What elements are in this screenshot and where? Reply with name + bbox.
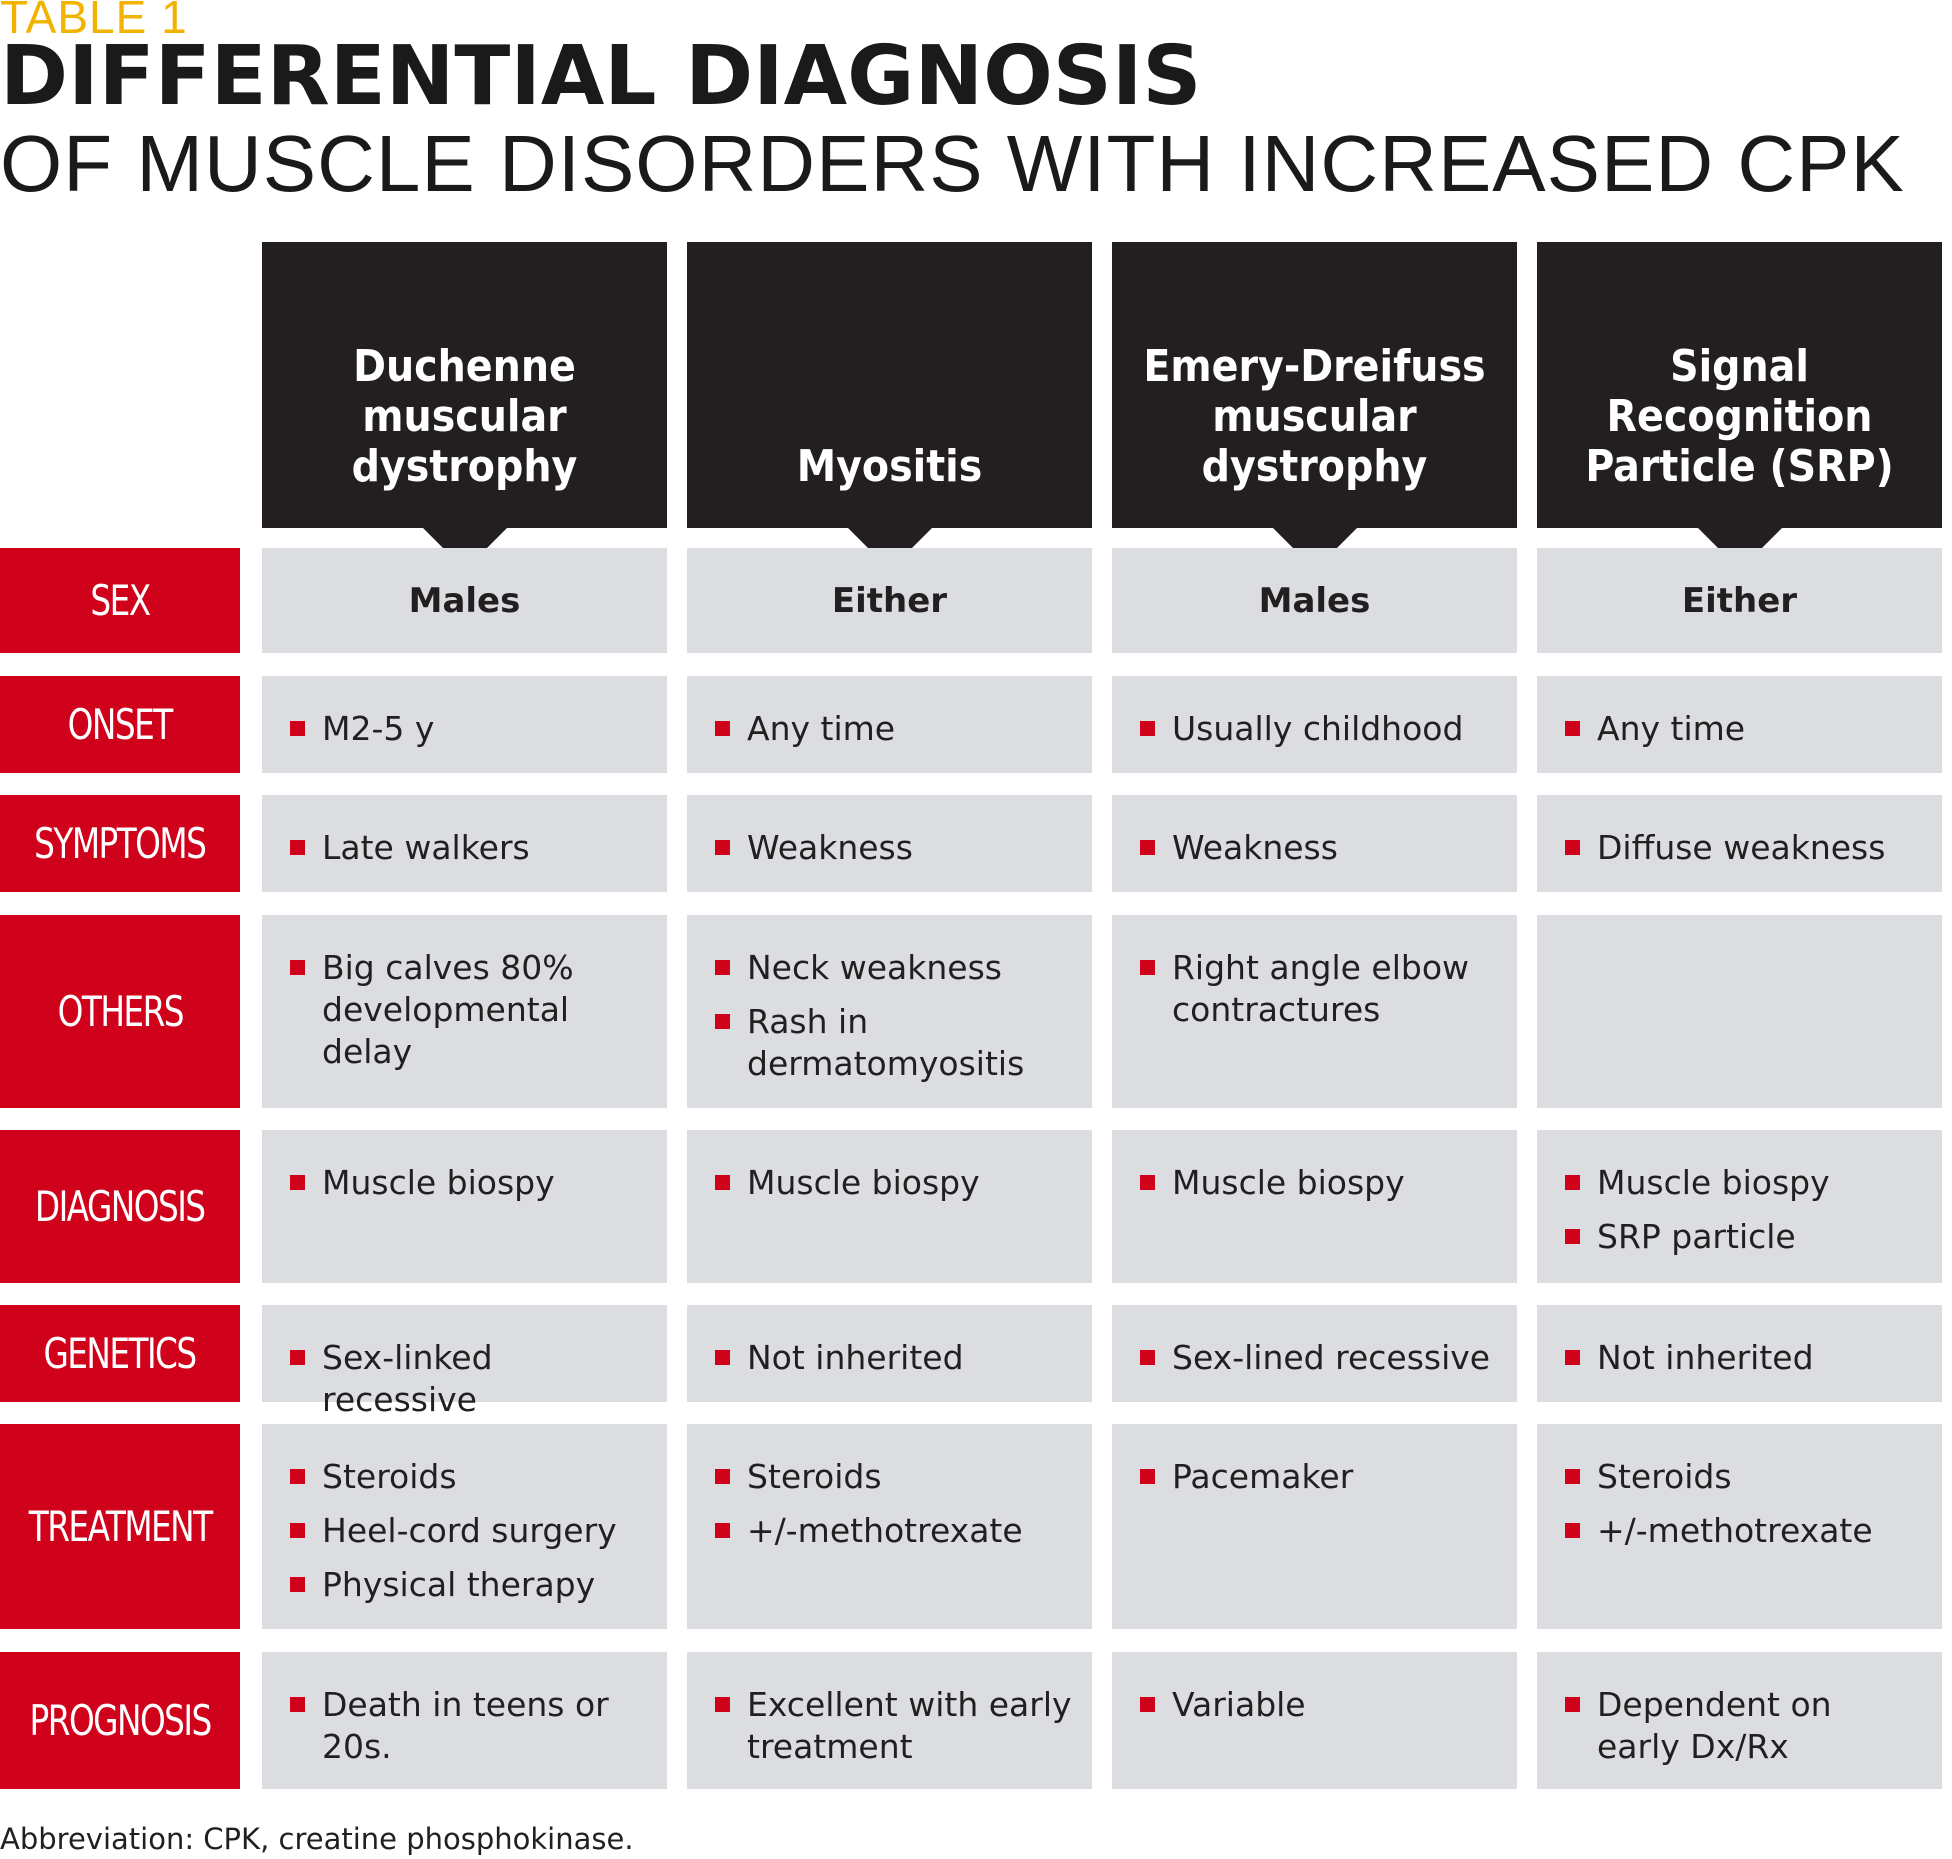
row-label-diagnosis: DIAGNOSIS	[0, 1130, 240, 1283]
bullet-item: Steroids	[290, 1456, 647, 1498]
bullet-item: Sex-lined recessive	[1140, 1337, 1497, 1379]
table-cell	[1537, 915, 1942, 1108]
bullet-item: Weakness	[1140, 827, 1497, 869]
bullet-item: Muscle biospy	[1565, 1162, 1922, 1204]
bullet-item: Excellent with early treatment	[715, 1684, 1072, 1768]
table-cell: Death in teens or 20s.	[262, 1652, 667, 1789]
table-cell: Muscle biospy	[687, 1130, 1092, 1283]
table-cell: Either	[687, 548, 1092, 653]
page-title: DIFFERENTIAL DIAGNOSIS	[0, 29, 1202, 124]
table-cell: Right angle elbow contractures	[1112, 915, 1517, 1108]
table-cell: Muscle biospy	[262, 1130, 667, 1283]
bullet-item: Not inherited	[1565, 1337, 1922, 1379]
row-label-symptoms: SYMPTOMS	[0, 795, 240, 892]
table-cell: Variable	[1112, 1652, 1517, 1789]
table-cell: Muscle biospy SRP particle	[1537, 1130, 1942, 1283]
table-cell: Diffuse weakness	[1537, 795, 1942, 892]
bullet-item: Heel-cord surgery	[290, 1510, 647, 1552]
row-label-genetics: GENETICS	[0, 1305, 240, 1402]
table-cell: Weakness	[1112, 795, 1517, 892]
bullet-item: Dependent on early Dx/Rx	[1565, 1684, 1922, 1768]
bullet-item: Muscle biospy	[715, 1162, 1072, 1204]
column-header-label: Duchenne muscular dystrophy	[351, 341, 578, 492]
column-header-label: Emery-Dreifuss muscular dystrophy	[1143, 341, 1486, 492]
bullet-item: Right angle elbow contractures	[1140, 947, 1497, 1031]
bullet-item: Rash in dermatomyositis	[715, 1001, 1072, 1085]
table-cell: Any time	[1537, 676, 1942, 773]
table-cell: Late walkers	[262, 795, 667, 892]
bullet-item: Pacemaker	[1140, 1456, 1497, 1498]
bullet-item: Big calves 80% developmental delay	[290, 947, 647, 1073]
bullet-item: Neck weakness	[715, 947, 1072, 989]
table-cell: Any time	[687, 676, 1092, 773]
cell-value: Males	[1258, 580, 1371, 621]
bullet-item: Sex-linked recessive	[290, 1337, 647, 1421]
table-cell: Neck weakness Rash in dermatomyositis	[687, 915, 1092, 1108]
row-label-text: DIAGNOSIS	[35, 1182, 206, 1231]
cell-value: Either	[1681, 580, 1798, 621]
row-label-text: SEX	[90, 576, 151, 625]
bullet-item: Steroids	[1565, 1456, 1922, 1498]
table-cell: Not inherited	[1537, 1305, 1942, 1402]
bullet-item: +/-methotrexate	[1565, 1510, 1922, 1552]
bullet-item: SRP particle	[1565, 1216, 1922, 1258]
column-header-duchenne: Duchenne muscular dystrophy	[262, 242, 667, 570]
bullet-item: Not inherited	[715, 1337, 1072, 1379]
bullet-item: Usually childhood	[1140, 708, 1497, 750]
table-cell: Big calves 80% developmental delay	[262, 915, 667, 1108]
bullet-item: Late walkers	[290, 827, 647, 869]
column-header-srp: Signal Recognition Particle (SRP)	[1537, 242, 1942, 570]
table-cell: Sex-lined recessive	[1112, 1305, 1517, 1402]
row-label-treatment: TREATMENT	[0, 1424, 240, 1629]
table-cell: Sex-linked recessive	[262, 1305, 667, 1419]
row-label-text: TREATMENT	[28, 1502, 213, 1551]
bullet-item: Any time	[1565, 708, 1922, 750]
column-header-label: Signal Recognition Particle (SRP)	[1585, 341, 1894, 492]
row-label-text: ONSET	[67, 700, 174, 749]
row-label-text: PROGNOSIS	[29, 1696, 212, 1745]
cell-value: Males	[408, 580, 521, 621]
table-cell: M2-5 y	[262, 676, 667, 773]
table-cell: Steroids +/-methotrexate	[687, 1424, 1092, 1629]
bullet-item: Muscle biospy	[1140, 1162, 1497, 1204]
table-cell: Males	[1112, 548, 1517, 653]
bullet-item: M2-5 y	[290, 708, 647, 750]
bullet-item: Steroids	[715, 1456, 1072, 1498]
footnote: Abbreviation: CPK, creatine phosphokinas…	[0, 1822, 634, 1856]
row-label-onset: ONSET	[0, 676, 240, 773]
bullet-item: Variable	[1140, 1684, 1497, 1726]
table-cell: Steroids +/-methotrexate	[1537, 1424, 1942, 1629]
bullet-item: Weakness	[715, 827, 1072, 869]
row-label-others: OTHERS	[0, 915, 240, 1108]
table-cell: Either	[1537, 548, 1942, 653]
column-header-myositis: Myositis	[687, 242, 1092, 570]
table-cell: Steroids Heel-cord surgery Physical therap…	[262, 1424, 667, 1629]
table-cell: Males	[262, 548, 667, 653]
bullet-item: Death in teens or 20s.	[290, 1684, 647, 1768]
row-label-text: OTHERS	[57, 987, 184, 1036]
table-cell: Pacemaker	[1112, 1424, 1517, 1629]
bullet-item: Physical therapy	[290, 1564, 647, 1606]
table-cell: Weakness	[687, 795, 1092, 892]
bullet-item: Diffuse weakness	[1565, 827, 1922, 869]
row-label-text: GENETICS	[43, 1329, 198, 1378]
table-cell: Usually childhood	[1112, 676, 1517, 773]
row-label-text: SYMPTOMS	[34, 819, 207, 868]
row-label-prognosis: PROGNOSIS	[0, 1652, 240, 1789]
bullet-item: Muscle biospy	[290, 1162, 647, 1204]
table-number-label: TABLE 1	[0, 0, 188, 43]
bullet-item: +/-methotrexate	[715, 1510, 1072, 1552]
table-cell: Muscle biospy	[1112, 1130, 1517, 1283]
column-header-emery-dreifuss: Emery-Dreifuss muscular dystrophy	[1112, 242, 1517, 570]
table-cell: Dependent on early Dx/Rx	[1537, 1652, 1942, 1789]
page-subtitle: OF MUSCLE DISORDERS WITH INCREASED CPK	[0, 119, 1905, 208]
bullet-item: Any time	[715, 708, 1072, 750]
cell-value: Either	[831, 580, 948, 621]
row-label-sex: SEX	[0, 548, 240, 653]
column-header-label: Myositis	[796, 441, 983, 492]
table-cell: Not inherited	[687, 1305, 1092, 1402]
table-cell: Excellent with early treatment	[687, 1652, 1092, 1789]
